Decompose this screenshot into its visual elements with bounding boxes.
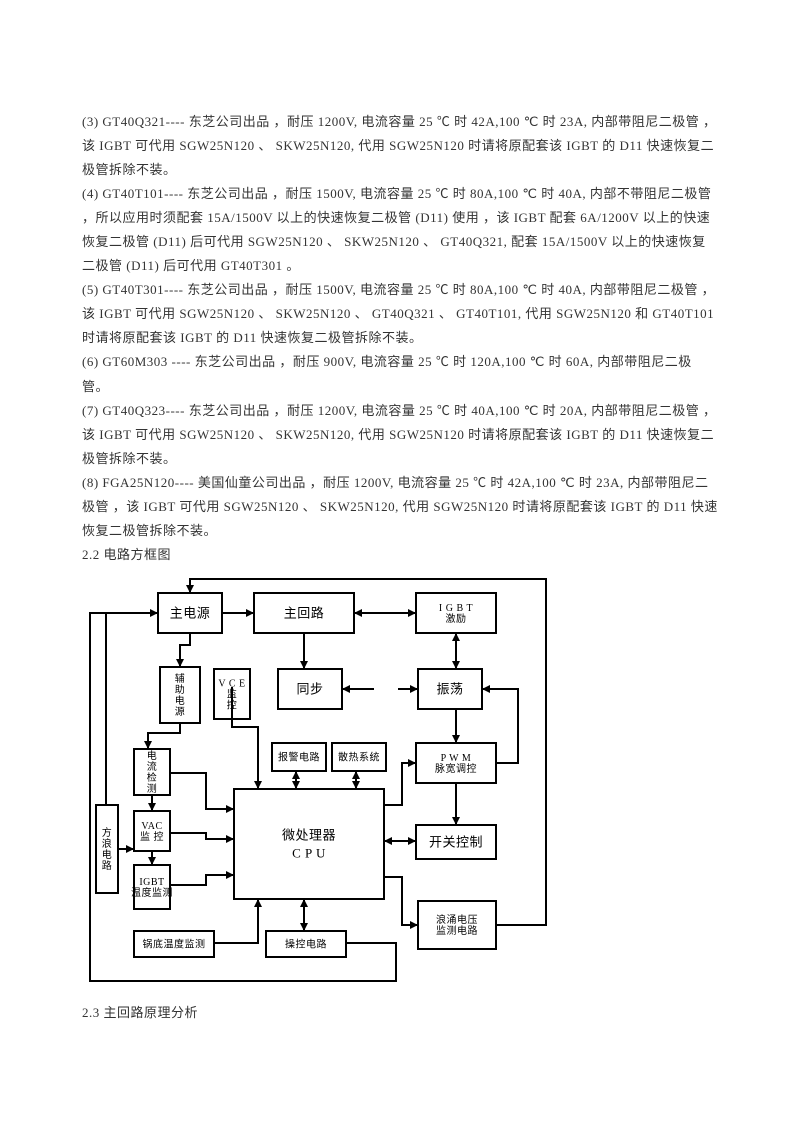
svg-text:检: 检 [147,771,158,784]
svg-text:开关控制: 开关控制 [429,834,483,849]
paragraph-6: (6) GT60M303 ---- 东芝公司出品 ，耐压 900V, 电流容量 … [82,350,718,398]
svg-text:辅: 辅 [175,672,186,685]
paragraph-7: (7) GT40Q323---- 东芝公司出品 ，耐压 1200V, 电流容量 … [82,399,718,471]
block-diagram: 主电源主回路I G B T激励辅助电源V C E监控同步振荡电流检测报警电路散热… [82,575,718,995]
section-2-2-title: 2.2 电路方框图 [82,543,718,567]
svg-text:测: 测 [147,782,158,795]
paragraph-8: (8) FGA25N120---- 美国仙童公司出品 ，耐压 1200V, 电流… [82,471,718,543]
svg-text:P W M: P W M [441,753,472,764]
svg-text:锅底温度监测: 锅底温度监测 [143,937,206,950]
section-2-3-title: 2.3 主回路原理分析 [82,1001,718,1025]
svg-text:操控电路: 操控电路 [285,937,327,950]
svg-text:主回路: 主回路 [284,605,325,620]
svg-text:温度监测: 温度监测 [131,886,173,899]
svg-text:助: 助 [175,683,186,696]
paragraph-4: (4) GT40T101---- 东芝公司出品 ，耐压 1500V, 电流容量 … [82,182,718,278]
svg-text:监 控: 监 控 [140,830,164,843]
svg-text:监测电路: 监测电路 [436,924,478,937]
svg-text:主电源: 主电源 [170,605,211,620]
svg-text:电: 电 [175,694,186,707]
svg-text:电: 电 [102,848,113,861]
svg-text:散热系统: 散热系统 [338,750,380,763]
svg-text:浪涌电压: 浪涌电压 [436,913,478,926]
svg-text:VAC: VAC [141,821,162,832]
svg-text:IGBT: IGBT [139,877,164,888]
svg-text:C P U: C P U [292,845,326,860]
svg-text:振荡: 振荡 [436,681,463,696]
svg-text:电: 电 [147,749,158,762]
svg-text:浪: 浪 [102,837,113,850]
svg-text:激励: 激励 [446,612,467,625]
svg-text:报警电路: 报警电路 [278,750,320,763]
svg-text:I G B T: I G B T [439,603,473,614]
svg-text:微处理器: 微处理器 [282,827,336,842]
svg-text:路: 路 [102,859,113,872]
block-diagram-svg: 主电源主回路I G B T激励辅助电源V C E监控同步振荡电流检测报警电路散热… [86,575,561,995]
svg-text:方: 方 [102,826,113,839]
svg-text:流: 流 [147,760,158,773]
paragraph-3: (3) GT40Q321---- 东芝公司出品 ，耐压 1200V, 电流容量 … [82,110,718,182]
svg-text:源: 源 [175,705,186,718]
svg-text:脉宽调控: 脉宽调控 [435,762,477,775]
svg-text:同步: 同步 [296,681,323,696]
paragraph-5: (5) GT40T301---- 东芝公司出品 ，耐压 1500V, 电流容量 … [82,278,718,350]
